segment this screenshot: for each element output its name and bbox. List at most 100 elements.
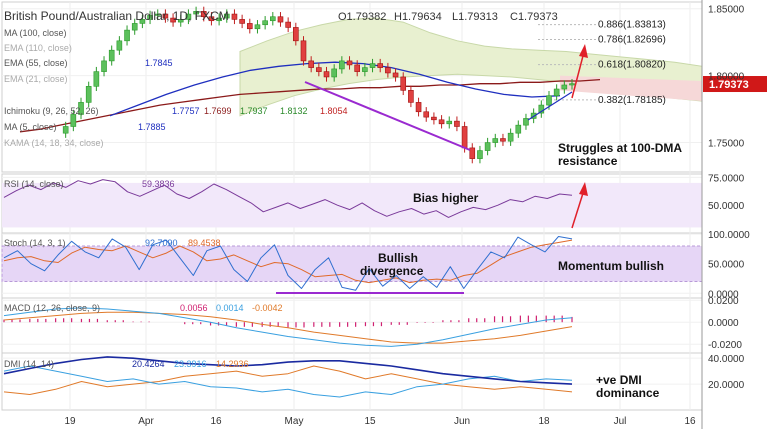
candle-down: [469, 147, 476, 159]
candle-up: [193, 11, 199, 15]
price-tick-label: 1.75000: [708, 139, 745, 150]
candle-down: [323, 71, 330, 78]
legend-dmi-adx: 20.4264: [132, 359, 165, 369]
x-tick-label: 16: [210, 416, 222, 427]
stoch-d-line: [3, 239, 573, 284]
x-tick-label: Jul: [614, 416, 627, 427]
candle-up: [369, 63, 376, 68]
legend-ichimoku-tenkan: 1.7757: [172, 106, 200, 116]
x-tick-label: May: [285, 416, 304, 427]
candle-up: [553, 88, 560, 97]
candle-down: [408, 90, 414, 103]
legend-rsi-value: 59.3836: [142, 179, 175, 189]
candle-up: [538, 104, 545, 114]
candle-down: [392, 72, 399, 78]
indicator-legends: RSI (14, close) 59.3836 Stoch (14, 3, 1)…: [4, 179, 283, 369]
candle-up: [254, 24, 261, 30]
candle-up: [62, 126, 69, 134]
candle-up: [131, 23, 138, 31]
candle-down: [231, 13, 238, 20]
candle-up: [484, 142, 491, 151]
candle-down: [293, 27, 299, 42]
candle-down: [346, 60, 353, 66]
ohlc-close: C1.79373: [510, 11, 558, 23]
ohlc-high: H1.79634: [394, 11, 442, 23]
downtrend-line: [304, 81, 471, 151]
candle-down: [454, 120, 460, 127]
legend-ichimoku-span-b: 1.8054: [320, 106, 348, 116]
candle-up: [362, 67, 368, 72]
macd-signal-line: [3, 311, 573, 344]
ema55-line: [109, 61, 561, 117]
candle-up: [85, 86, 92, 103]
candle-up: [523, 118, 529, 126]
legend-dmi-plus: 23.3916: [174, 359, 207, 369]
rsi-pane: [2, 179, 702, 229]
candle-up: [177, 19, 184, 23]
dmi-pane: [3, 356, 573, 398]
candle-up: [270, 16, 276, 22]
candle-up: [101, 60, 107, 72]
candle-up: [185, 13, 192, 20]
legend-dmi-minus: 14.2936: [216, 359, 249, 369]
annotation-dmi-line2: dominance: [596, 386, 660, 400]
candle-down: [316, 67, 322, 72]
macd-line: [3, 307, 573, 347]
legend-ma5-value: 1.7885: [138, 122, 166, 132]
legend-stoch-d: 89.4538: [188, 238, 221, 248]
annotation-momentum: Momentum bullish: [558, 259, 664, 273]
annotation-divergence-line2: divergence: [360, 264, 424, 278]
chart-title: British Pound/Australian Dollar, 1D, FXC…: [4, 9, 229, 23]
macd-pane-frame: [1, 297, 703, 354]
candle-down: [239, 19, 245, 24]
ichimoku-cloud-bearish: [560, 75, 702, 102]
last-price-tag: [703, 76, 767, 93]
stoch-k-line: [3, 236, 573, 291]
annotations: Struggles at 100-DMA resistance Bias hig…: [360, 141, 682, 400]
candle-down: [300, 40, 307, 62]
candle-up: [262, 20, 268, 26]
candle-up: [546, 95, 552, 106]
legend-macd-line: 0.0014: [216, 303, 244, 313]
candle-down: [277, 16, 284, 23]
candle-up: [561, 84, 568, 90]
legend-ichimoku-span-a: 1.8132: [280, 106, 308, 116]
candle-down: [377, 63, 384, 68]
macd-pane: [3, 307, 573, 347]
ohlc-open: O1.79382: [338, 11, 386, 23]
short-uptrend-line: [527, 91, 573, 121]
stoch-tick-label: 0.0000: [708, 289, 739, 300]
legend-rsi: RSI (14, close): [4, 179, 64, 189]
candle-up: [78, 102, 84, 115]
candle-up: [223, 13, 230, 19]
dmi-adx-line: [3, 356, 573, 385]
candle-up: [93, 71, 100, 87]
candle-up: [154, 13, 161, 16]
candle-up: [116, 40, 123, 51]
candle-up: [124, 29, 130, 42]
candle-up: [507, 132, 514, 142]
x-tick-label: 15: [364, 416, 376, 427]
x-tick-label: Jun: [454, 416, 470, 427]
price-tick-label: 1.85000: [708, 5, 745, 16]
dmi-plus-line: [3, 365, 573, 398]
candle-down: [385, 67, 391, 74]
candle-down: [400, 76, 407, 91]
last-price-label: 1.79373: [709, 79, 749, 91]
legend-ema55-value: 1.7845: [145, 58, 173, 68]
legend-macd-hist: 0.0056: [180, 303, 208, 313]
candle-up: [492, 138, 499, 143]
candle-up: [477, 150, 483, 159]
up-arrow-head: [579, 44, 588, 58]
legend-ema55: EMA (55, close): [4, 58, 68, 68]
rsi-arrow-shaft: [571, 189, 585, 229]
candle-down: [246, 23, 253, 30]
x-tick-label: Apr: [138, 416, 154, 427]
annotation-divergence-line1: Bullish: [378, 251, 418, 265]
ohlc-low: L1.79313: [452, 11, 498, 23]
annotation-resistance-line2: resistance: [558, 154, 618, 168]
price-tick-label: 1.80000: [708, 72, 745, 83]
legend-stoch: Stoch (14, 3, 1): [4, 238, 66, 248]
axes: 19 Apr 16 May 15 Jun 18 Jul 16 1.85000 1.80000 1.75…: [64, 0, 750, 429]
